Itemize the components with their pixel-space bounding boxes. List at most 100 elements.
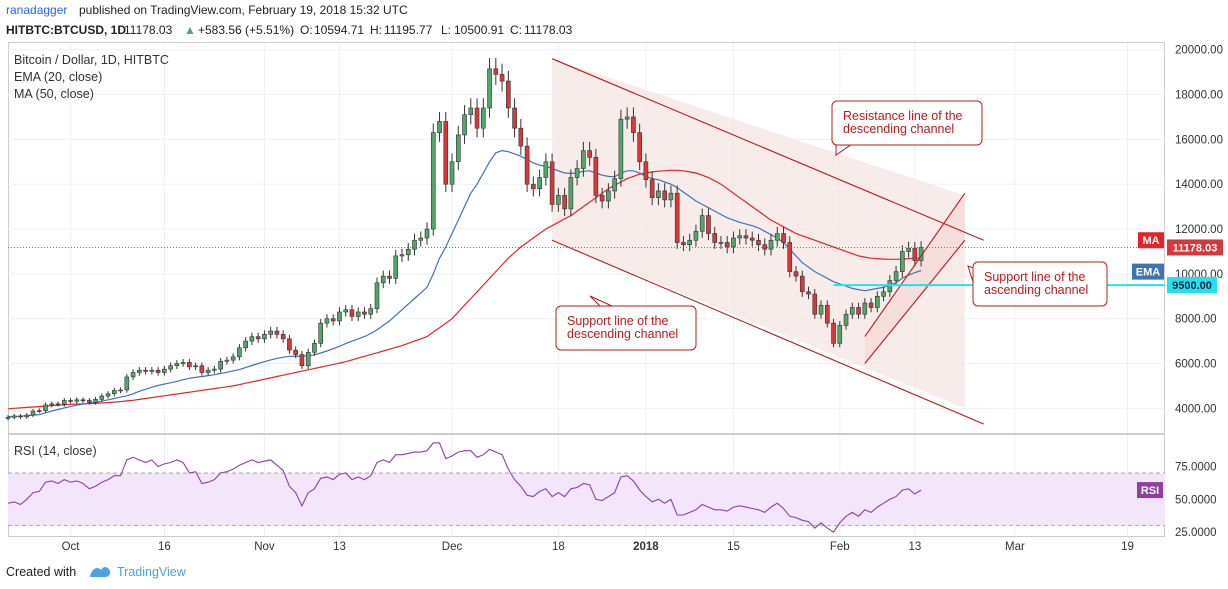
candle <box>662 183 667 208</box>
author-link[interactable]: ranadagger <box>6 3 68 17</box>
candle <box>430 123 436 236</box>
candle <box>268 326 273 339</box>
candle-body <box>912 247 918 261</box>
low-label: L: <box>441 23 452 37</box>
price-tick-label: 14000.00 <box>1175 179 1223 191</box>
candle <box>599 187 605 209</box>
candle-body <box>624 116 630 120</box>
candle-body <box>205 369 211 373</box>
candle <box>824 300 830 328</box>
candle <box>124 373 130 393</box>
candle <box>574 160 580 186</box>
candle-body <box>474 107 480 129</box>
candle <box>418 231 424 247</box>
candle <box>893 265 899 287</box>
candle-body <box>468 107 474 116</box>
candle <box>587 141 592 166</box>
candle <box>762 238 768 256</box>
candle-body <box>543 161 549 178</box>
tradingview-logo-icon <box>88 562 112 583</box>
candle <box>806 286 811 300</box>
candle-body <box>368 308 374 315</box>
candle <box>831 318 836 348</box>
candle-body <box>430 132 436 230</box>
candle-body <box>105 393 111 397</box>
candle-body <box>687 239 692 246</box>
candle-body <box>393 255 399 279</box>
price-tick-label: 4000.00 <box>1175 403 1217 415</box>
candle <box>68 398 73 404</box>
time-tick-label: Oct <box>62 541 81 553</box>
candle <box>743 229 749 245</box>
candle-body <box>30 410 36 416</box>
candle <box>293 346 298 359</box>
candle <box>424 222 430 245</box>
candle <box>443 112 449 193</box>
candle-body <box>55 403 61 406</box>
candle <box>405 242 411 261</box>
candle-body <box>862 302 868 315</box>
candle <box>656 183 661 206</box>
candle <box>387 270 392 284</box>
axes: 4000.006000.008000.0010000.0012000.00140… <box>62 45 1223 553</box>
close-value: 11178.03 <box>524 23 573 37</box>
candle-body <box>18 415 23 418</box>
candle <box>18 413 23 419</box>
support-asc-callout-text: ascending channel <box>984 283 1088 297</box>
candle-body <box>168 365 173 370</box>
candle-body <box>262 334 267 340</box>
candle-body <box>380 275 386 284</box>
support-asc-callout-text: Support line of the <box>984 270 1086 284</box>
candle <box>731 231 736 254</box>
candle-body <box>187 362 192 368</box>
candle <box>87 398 92 405</box>
candle-body <box>299 354 305 367</box>
candle-body <box>643 161 649 181</box>
candle-body <box>799 275 805 293</box>
published-text: published on TradingView.com, February 1… <box>79 3 408 17</box>
candle-body <box>537 177 542 189</box>
candle-body <box>762 244 768 250</box>
support-desc-callout-text: descending channel <box>567 327 678 341</box>
candle-body <box>449 161 455 185</box>
time-tick-label: Feb <box>830 541 850 553</box>
candle <box>524 137 530 193</box>
candle <box>849 302 855 319</box>
candle <box>11 413 17 420</box>
candle <box>162 365 167 376</box>
candle-body <box>212 368 217 371</box>
candle <box>49 401 55 408</box>
price-tick-label: 16000.00 <box>1175 134 1223 146</box>
candle <box>556 187 561 212</box>
created-with-text: Created with <box>6 565 77 579</box>
candle <box>274 326 280 339</box>
candle <box>637 123 642 171</box>
candle-body <box>649 179 655 198</box>
tradingview-brand-link[interactable]: TradingView <box>117 565 186 579</box>
candle-body <box>155 369 161 373</box>
ema-badge: EMA <box>1136 267 1161 279</box>
candle-body <box>237 347 242 358</box>
candle <box>774 226 780 247</box>
candle <box>912 241 918 267</box>
symbol-label: HITBTC:BTCUSD, 1D <box>6 23 126 37</box>
candle-body <box>699 215 705 232</box>
candle-body <box>11 415 17 418</box>
candle-body <box>61 400 67 405</box>
candle <box>706 208 711 241</box>
open-value: 10594.71 <box>314 23 365 37</box>
candle-body <box>631 116 636 133</box>
candle <box>55 401 61 407</box>
candle <box>593 148 599 203</box>
candle-body <box>849 307 855 315</box>
candle <box>237 344 242 361</box>
candle-body <box>349 309 355 317</box>
price-pane[interactable] <box>8 42 1165 434</box>
candle-body <box>249 336 255 342</box>
ma-badge: MA <box>1142 235 1159 247</box>
candle <box>868 298 874 313</box>
candle-body <box>518 127 524 147</box>
candle <box>24 412 30 419</box>
